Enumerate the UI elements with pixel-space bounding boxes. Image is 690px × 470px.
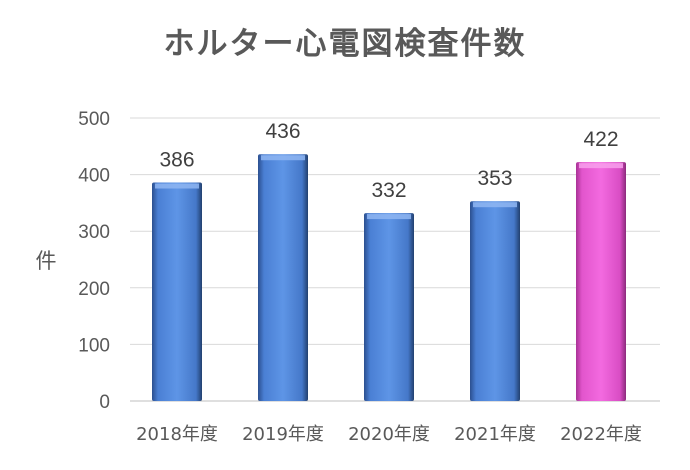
bar-2022年度 [576, 162, 626, 401]
bar-2020年度 [364, 213, 414, 401]
bar-2021年度 [470, 201, 520, 401]
bar [152, 182, 202, 401]
bar-bevel [579, 163, 623, 169]
bar [364, 213, 414, 401]
bar-bevel [367, 214, 411, 220]
bar [258, 154, 308, 401]
y-tick-label: 0 [99, 392, 110, 413]
bar-bevel [155, 183, 199, 189]
data-label: 332 [371, 179, 406, 202]
bar [470, 201, 520, 401]
y-axis-title: 件 [36, 249, 57, 273]
data-label: 386 [159, 149, 194, 172]
x-category-label: 2022年度 [560, 424, 642, 445]
bar-2018年度 [152, 182, 202, 401]
x-category-label: 2019年度 [242, 424, 324, 445]
bar-bevel [261, 155, 305, 161]
bar-2019年度 [258, 154, 308, 401]
data-label: 422 [583, 128, 618, 151]
x-category-label: 2018年度 [136, 424, 218, 445]
y-tick-label: 100 [78, 335, 110, 356]
data-label: 353 [477, 167, 512, 190]
x-category-label: 2020年度 [348, 424, 430, 445]
bar-bevel [473, 202, 517, 208]
y-tick-label: 200 [78, 279, 110, 300]
x-category-label: 2021年度 [454, 424, 536, 445]
chart-title: ホルター心電図検査件数 [163, 26, 527, 62]
data-label: 436 [265, 120, 300, 143]
y-tick-label: 400 [78, 166, 110, 187]
y-tick-label: 500 [78, 109, 110, 130]
bar [576, 162, 626, 401]
y-tick-label: 300 [78, 222, 110, 243]
